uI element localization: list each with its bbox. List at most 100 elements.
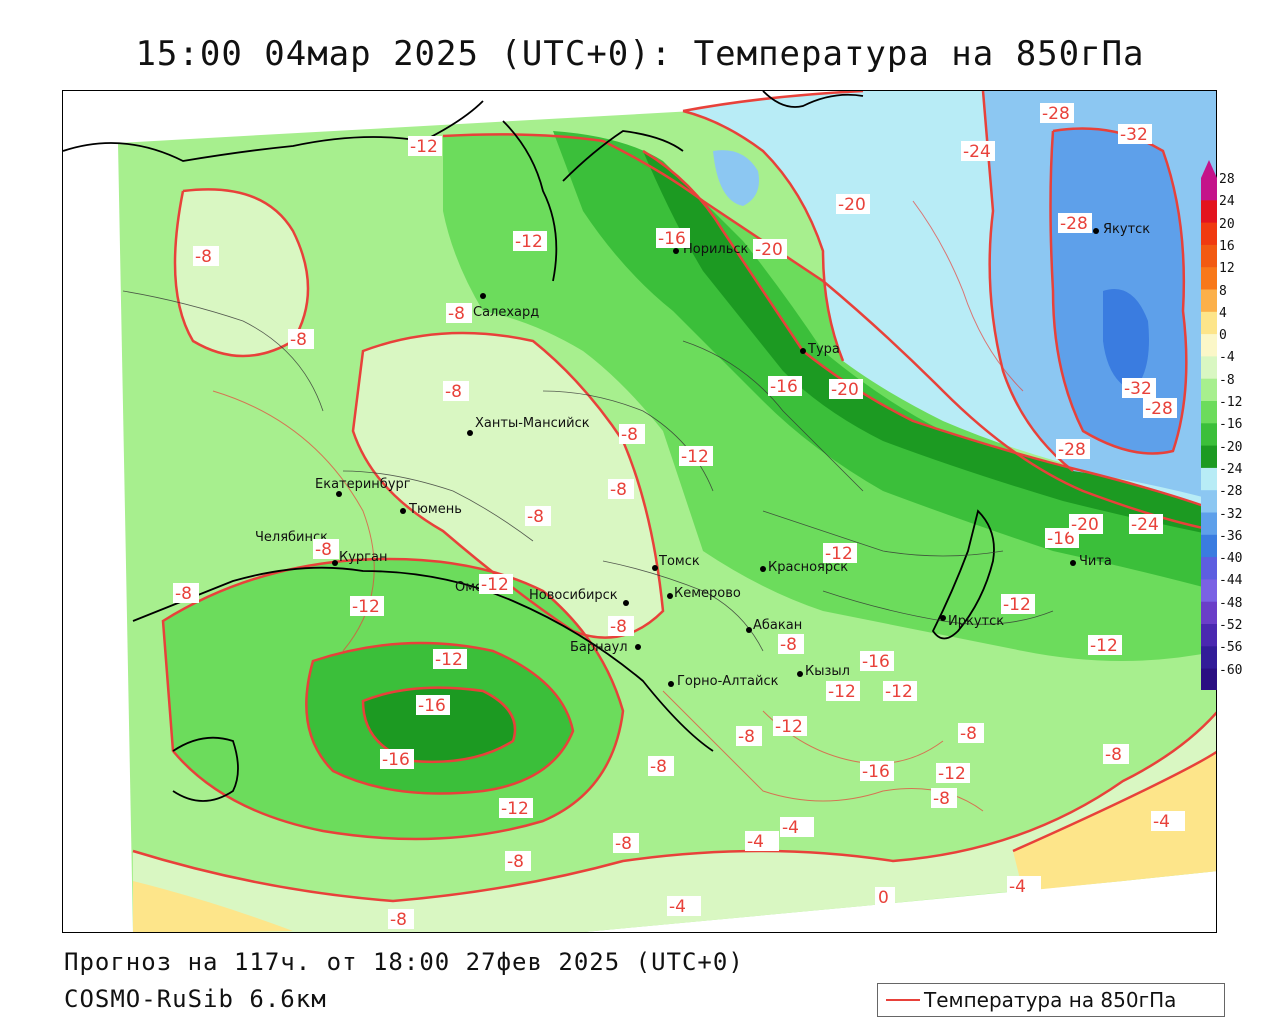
legend-label: Температура на 850гПа <box>924 988 1177 1012</box>
colorbar-tick-label: -52 <box>1219 618 1243 633</box>
zone-warm-south <box>1013 752 1216 891</box>
isotherm-minus20-north <box>642 149 1216 512</box>
colorbar-swatch <box>1201 490 1217 513</box>
svg-text:-32: -32 <box>1120 125 1148 145</box>
colorbar-swatch <box>1201 423 1217 447</box>
colorbar-swatches <box>1201 160 1217 690</box>
svg-text:-28: -28 <box>1060 214 1088 234</box>
svg-text:-4: -4 <box>1153 812 1170 832</box>
svg-text:Красноярск: Красноярск <box>768 560 848 575</box>
svg-text:-12: -12 <box>1003 595 1031 615</box>
svg-text:-16: -16 <box>770 377 798 397</box>
svg-text:-8: -8 <box>175 584 192 604</box>
colorbar-swatch <box>1201 401 1217 424</box>
colorbar-swatch <box>1201 200 1217 224</box>
svg-text:-8: -8 <box>650 757 667 777</box>
svg-text:Новосибирск: Новосибирск <box>529 588 618 603</box>
svg-text:-12: -12 <box>352 597 380 617</box>
isotherm-minus32 <box>1049 127 1188 455</box>
isotherm-minus12-sw <box>161 557 625 841</box>
svg-text:-12: -12 <box>885 682 913 702</box>
svg-text:-8: -8 <box>527 507 544 527</box>
colorbar-swatch <box>1201 356 1217 380</box>
svg-text:-20: -20 <box>831 380 859 400</box>
colorbar-tick-label: 8 <box>1219 283 1227 299</box>
colorbar-swatch <box>1201 311 1217 335</box>
svg-text:-12: -12 <box>435 650 463 670</box>
isotherm-minus8-south <box>132 711 1216 903</box>
svg-text:-28: -28 <box>1042 104 1070 124</box>
svg-text:Чита: Чита <box>1079 554 1112 569</box>
svg-text:-12: -12 <box>410 137 438 157</box>
colorbar-swatch <box>1201 244 1217 268</box>
colorbar-swatch <box>1201 267 1217 290</box>
isotherm-minus24 <box>682 91 864 362</box>
svg-text:-8: -8 <box>448 304 465 324</box>
svg-text:-12: -12 <box>828 682 856 702</box>
colorbar-swatch <box>1201 178 1217 201</box>
caspian-shore <box>172 736 239 802</box>
model-name: COSMO-RuSib 6.6км <box>64 985 327 1013</box>
map-frame[interactable]: Салехард Норильск Якутск Тура Ханты-Манс… <box>62 90 1217 933</box>
svg-text:-16: -16 <box>862 762 890 782</box>
colorbar-swatch <box>1201 557 1217 580</box>
colorbar-tick-label: -32 <box>1219 506 1243 522</box>
svg-text:-24: -24 <box>963 142 991 162</box>
zone-minus20-southwest <box>363 687 515 762</box>
svg-text:Норильск: Норильск <box>683 242 749 257</box>
colorbar-tick-label: 0 <box>1219 328 1227 344</box>
svg-text:-12: -12 <box>501 799 529 819</box>
colorbar-tick-label: 4 <box>1219 305 1227 321</box>
svg-text:-12: -12 <box>1090 636 1118 656</box>
svg-text:-24: -24 <box>1131 515 1159 535</box>
svg-text:-12: -12 <box>681 447 709 467</box>
colorbar-swatch <box>1201 534 1217 558</box>
colorbar-tick-label: 24 <box>1219 194 1235 210</box>
map-title: 15:00 04мар 2025 (UTC+0): Температура на… <box>135 34 1145 74</box>
svg-text:-8: -8 <box>621 425 638 445</box>
colorbar-swatch <box>1201 445 1217 469</box>
legend: Температура на 850гПа <box>877 983 1225 1017</box>
svg-text:0: 0 <box>878 888 889 908</box>
svg-text:-12: -12 <box>938 764 966 784</box>
colorbar-swatch <box>1201 289 1217 313</box>
svg-text:-16: -16 <box>658 229 686 249</box>
svg-text:Челябинск: Челябинск <box>255 530 328 545</box>
svg-text:Кызыл: Кызыл <box>805 664 850 679</box>
svg-text:-16: -16 <box>382 750 410 770</box>
svg-text:Тура: Тура <box>807 342 840 357</box>
svg-text:Иркутск: Иркутск <box>948 614 1004 629</box>
isotherm-labels: -8 -8 -8 -8 -8 -8 -8 -8 -8 -8 -8 -8 -8 -… <box>173 103 1185 930</box>
svg-text:-8: -8 <box>507 852 524 872</box>
zone-minus36 <box>1103 289 1149 391</box>
isotherm-minus4-south <box>1012 750 1216 853</box>
svg-text:-16: -16 <box>862 652 890 672</box>
colorbar-tick-label: -28 <box>1219 484 1243 500</box>
svg-text:-28: -28 <box>1058 440 1086 460</box>
city-label: Салехард <box>473 305 539 320</box>
colorbar-tick-label: -60 <box>1219 662 1243 678</box>
svg-text:-4: -4 <box>1009 877 1026 897</box>
city-markers: Салехард Норильск Якутск Тура Ханты-Манс… <box>255 222 1150 689</box>
svg-text:-8: -8 <box>445 382 462 402</box>
svg-text:-32: -32 <box>1124 379 1152 399</box>
colorbar-tick-label: 28 <box>1219 172 1235 187</box>
svg-text:-8: -8 <box>610 480 627 500</box>
colorbar-tick-label: -36 <box>1219 528 1243 544</box>
svg-text:-8: -8 <box>1105 745 1122 765</box>
colorbar-top-arrow <box>1201 160 1217 178</box>
colorbar: 28 24 20 16 12 8 4 0 -4 -8 -12 -16 -20 -24 -28 -32 -36 -4… <box>1201 160 1273 690</box>
colorbar-tick-label: -16 <box>1219 417 1243 433</box>
isotherm-minus16-sw <box>305 641 575 795</box>
colorbar-swatch <box>1201 624 1217 647</box>
colorbar-tick-label: 12 <box>1219 261 1235 277</box>
isotherm-minus8-central <box>351 331 665 639</box>
colorbar-tick-label: -48 <box>1219 595 1243 611</box>
svg-text:-16: -16 <box>418 696 446 716</box>
city-dot <box>480 293 486 299</box>
svg-text:-12: -12 <box>481 575 509 595</box>
svg-text:-8: -8 <box>195 247 212 267</box>
colorbar-swatch <box>1201 579 1217 603</box>
svg-text:-8: -8 <box>738 727 755 747</box>
legend-line-swatch <box>886 999 920 1001</box>
